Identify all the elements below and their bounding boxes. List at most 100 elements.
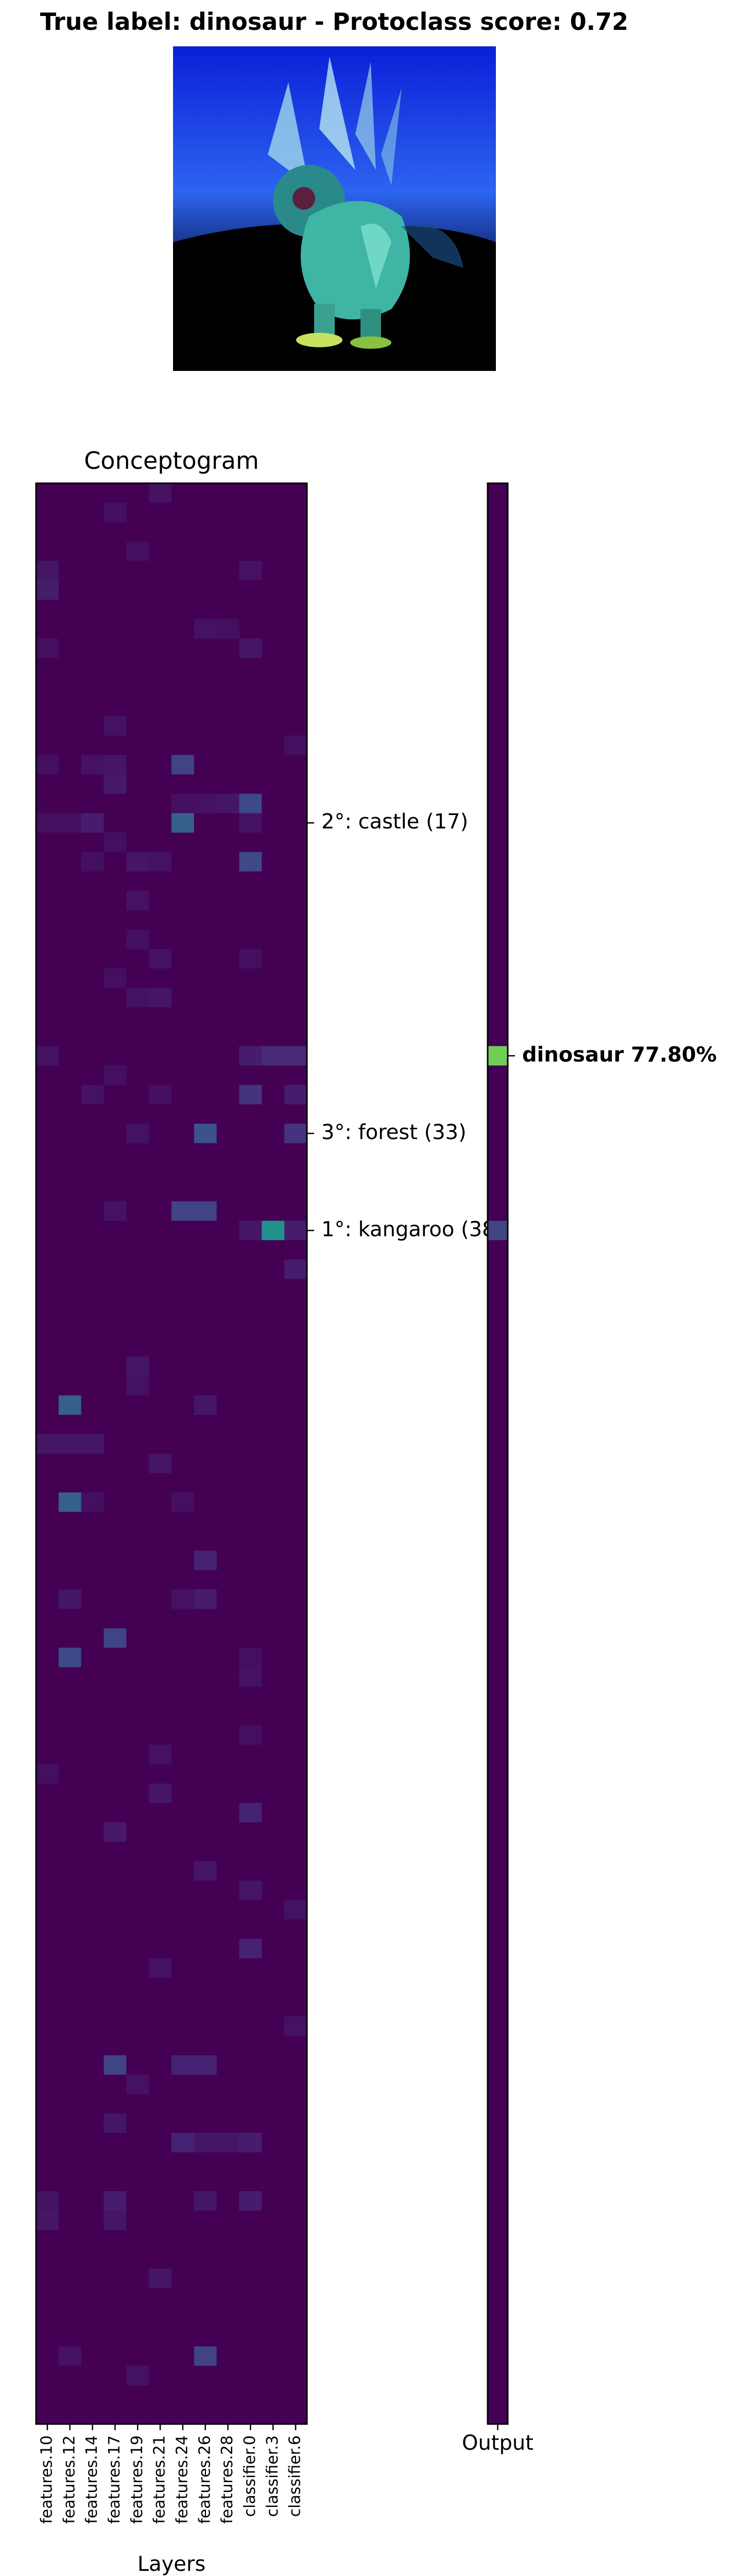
heatmap-cell	[284, 1065, 307, 1086]
heatmap-cell	[81, 2094, 104, 2114]
heatmap-cell	[216, 1415, 239, 1435]
heatmap-cell	[194, 1744, 217, 1765]
heatmap	[36, 483, 307, 2425]
heatmap-cell	[171, 871, 195, 891]
heatmap-cell	[171, 2385, 195, 2405]
heatmap-cell	[126, 2132, 149, 2153]
heatmap-cell	[126, 2113, 149, 2133]
heatmap-cell	[104, 2016, 127, 2037]
output-cell	[488, 2288, 508, 2308]
heatmap-cell	[149, 2152, 172, 2172]
heatmap-cell	[104, 1725, 127, 1745]
output-cell	[488, 1803, 508, 1823]
heatmap-cell	[171, 619, 195, 639]
heatmap-cell	[126, 1880, 149, 1901]
heatmap-cell	[216, 1007, 239, 1027]
heatmap-cell	[58, 2307, 82, 2328]
heatmap-cell	[126, 1764, 149, 1784]
heatmap-cell	[284, 1764, 307, 1784]
heatmap-cell	[194, 580, 217, 600]
heatmap-cell	[239, 2152, 262, 2172]
heatmap-cell	[284, 1783, 307, 1804]
heatmap-cell	[194, 1803, 217, 1823]
heatmap-cell	[36, 1764, 59, 1784]
heatmap-cell	[126, 910, 149, 930]
heatmap-cell	[171, 891, 195, 911]
heatmap-cell	[171, 1725, 195, 1745]
heatmap-cell	[171, 1744, 195, 1765]
heatmap-cell	[239, 1317, 262, 1337]
heatmap-cell	[58, 1065, 82, 1086]
heatmap-cell	[104, 1162, 127, 1182]
heatmap-cell	[171, 1104, 195, 1124]
heatmap-cell	[262, 1124, 285, 1144]
heatmap-cell	[171, 1453, 195, 1473]
heatmap-cell	[216, 658, 239, 678]
output-cell	[488, 1958, 508, 1978]
heatmap-cell	[216, 1143, 239, 1163]
heatmap-cell	[81, 1415, 104, 1435]
heatmap-cell	[262, 619, 285, 639]
heatmap-cell	[149, 2113, 172, 2133]
heatmap-cell	[262, 1977, 285, 1997]
heatmap-cell	[171, 1570, 195, 1590]
output-cell	[488, 2385, 508, 2405]
heatmap-cell	[262, 541, 285, 562]
heatmap-cell	[194, 1201, 217, 1221]
heatmap-cell	[216, 2230, 239, 2250]
heatmap-cell	[58, 2327, 82, 2347]
heatmap-cell	[81, 852, 104, 872]
heatmap-cell	[104, 1648, 127, 1668]
heatmap-cell	[171, 755, 195, 775]
heatmap-cell	[239, 929, 262, 950]
heatmap-cell	[284, 1512, 307, 1532]
heatmap-cell	[58, 1997, 82, 2017]
heatmap-cell	[36, 1084, 59, 1105]
heatmap-cell	[36, 1259, 59, 1279]
heatmap-cell	[216, 2016, 239, 2037]
heatmap-cell	[81, 1628, 104, 1648]
heatmap-cell	[149, 2385, 172, 2405]
output-cell	[488, 580, 508, 600]
heatmap-cell	[284, 1473, 307, 1493]
heatmap-cell	[194, 522, 217, 542]
heatmap-cell	[81, 1880, 104, 1901]
heatmap-cell	[58, 1803, 82, 1823]
heatmap-cell	[284, 1958, 307, 1978]
heatmap-cell	[171, 2191, 195, 2211]
heatmap-cell	[194, 2210, 217, 2230]
heatmap-cell	[216, 1376, 239, 1396]
heatmap-cell	[239, 600, 262, 620]
heatmap-cell	[284, 2365, 307, 2386]
heatmap-cell	[36, 1822, 59, 1842]
heatmap-cell	[58, 1084, 82, 1105]
heatmap-cell	[81, 697, 104, 717]
heatmap-cell	[262, 1240, 285, 1260]
heatmap-cell	[194, 600, 217, 620]
heatmap-cell	[171, 2230, 195, 2250]
heatmap-cell	[262, 1357, 285, 1377]
heatmap-cell	[58, 1919, 82, 1939]
heatmap-cell	[171, 2152, 195, 2172]
output-cell	[488, 1240, 508, 1260]
heatmap-cell	[262, 2327, 285, 2347]
heatmap-cell	[216, 1046, 239, 1066]
heatmap-cell	[171, 1337, 195, 1357]
heatmap-cell	[194, 1725, 217, 1745]
heatmap-cell	[126, 1822, 149, 1842]
heatmap-cell	[194, 1240, 217, 1260]
heatmap-cell	[171, 1357, 195, 1377]
heatmap-cell	[126, 2288, 149, 2308]
heatmap-cell	[149, 1958, 172, 1978]
heatmap-cell	[262, 2172, 285, 2192]
heatmap-cell	[126, 1861, 149, 1881]
heatmap-cell	[239, 2327, 262, 2347]
heatmap-cell	[149, 852, 172, 872]
heatmap-title: Conceptogram	[84, 447, 259, 474]
heatmap-cell	[81, 580, 104, 600]
heatmap-cell	[58, 1939, 82, 1959]
heatmap-cell	[58, 1492, 82, 1513]
heatmap-cell	[126, 735, 149, 755]
output-cell	[488, 2307, 508, 2328]
heatmap-cell	[126, 2268, 149, 2289]
